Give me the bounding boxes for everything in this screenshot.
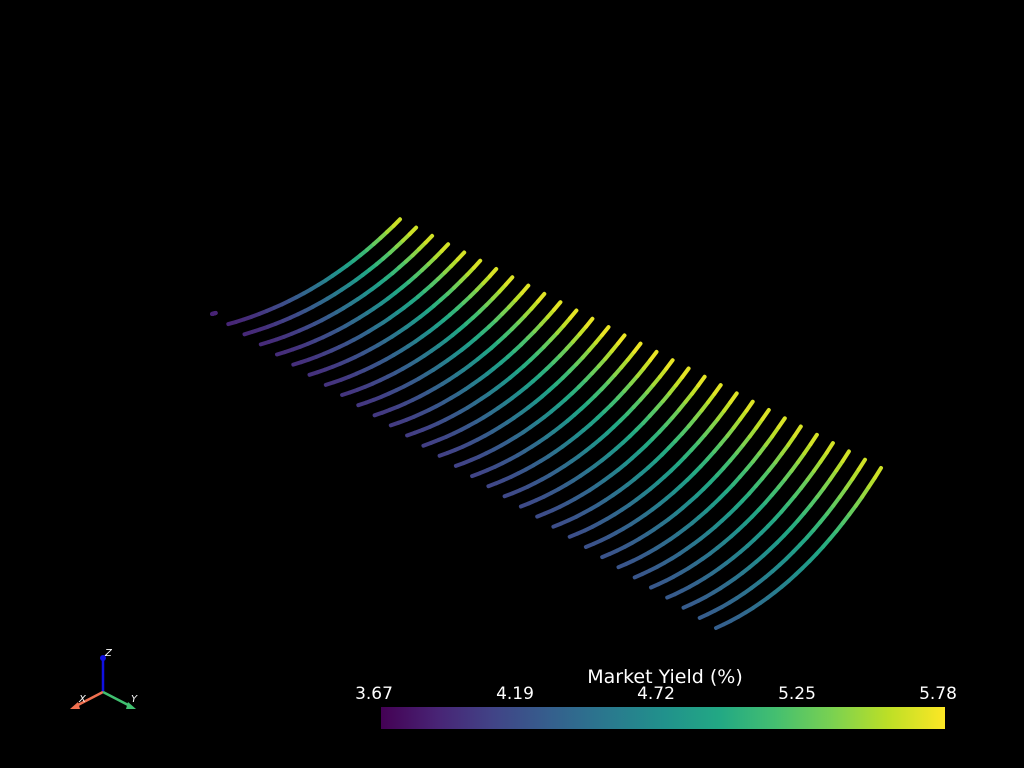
yield-curve-segment [584, 316, 595, 329]
yield-curve-segment [840, 449, 851, 464]
yield-curve-3 [258, 233, 435, 347]
yield-curve-segment [423, 233, 435, 245]
yield-curve-segment [872, 466, 883, 480]
yield-curve-segment [744, 399, 755, 413]
yield-curve-segment [407, 225, 419, 237]
colorbar-tick-0: 3.67 [355, 684, 393, 704]
colorbar-tick-1: 4.19 [496, 684, 534, 704]
yield-curve-segment [648, 349, 659, 363]
y-axis-line [102, 690, 131, 708]
yield-curve-25 [616, 416, 787, 570]
yield-curve-16 [470, 341, 643, 479]
yield-curve-5 [291, 250, 467, 367]
x-axis-line [75, 690, 104, 708]
yield-curve-2 [242, 225, 419, 337]
yield-curve-0 [210, 310, 218, 316]
yield-curve-18 [502, 358, 675, 499]
yield-curve-1 [226, 217, 402, 327]
yield-curve-19 [518, 366, 691, 509]
colorbar-tick-3: 5.25 [778, 684, 816, 704]
colorbar-tick-labels: 3.67 4.19 4.72 5.25 5.78 [350, 684, 980, 706]
yield-curve-segment [792, 424, 803, 438]
yield-curve-15 [453, 333, 627, 468]
scalar-colorbar: Market Yield (%) 3.67 4.19 4.72 5.25 5.78 [350, 664, 980, 734]
colorbar-tick-4: 5.78 [919, 684, 957, 704]
yield-curve-segment [712, 383, 723, 396]
yield-curve-30 [697, 457, 867, 620]
colorbar-title: Market Yield (%) [587, 666, 743, 688]
yield-curve-segment [503, 275, 515, 287]
x-axis-label: X [78, 694, 87, 705]
y-axis-label: Y [131, 694, 138, 705]
yield-curve-segment [696, 374, 707, 388]
yield-curve-segment [760, 408, 771, 421]
yield-curve-26 [632, 424, 803, 580]
yield-curve-segment [552, 300, 563, 312]
yield-curve-segment [519, 283, 531, 295]
colorbar-gradient [381, 707, 945, 729]
yield-curve-13 [421, 316, 595, 448]
yield-curve-14 [437, 325, 611, 458]
yield-curve-6 [307, 258, 483, 377]
yield-curve-21 [551, 383, 723, 529]
yield-curve-segment [455, 250, 467, 262]
colorbar-tick-2: 4.72 [637, 684, 675, 704]
yield-curve-29 [681, 449, 851, 610]
yield-curve-11 [388, 300, 563, 428]
yield-curve-segment [776, 416, 787, 430]
yield-curve-8 [340, 275, 515, 397]
yield-curve-segment [600, 325, 611, 337]
yield-curve-segment [616, 333, 627, 346]
yield-curve-segment [824, 441, 835, 455]
z-axis-tip [100, 655, 106, 661]
yield-curve-10 [372, 291, 547, 418]
yield-curve-27 [649, 432, 819, 590]
yield-curve-17 [486, 349, 659, 489]
yield-curve-segment [487, 267, 499, 279]
yield-curve-segment [632, 341, 643, 354]
yield-curve-20 [535, 374, 707, 519]
y-axis-arrow [126, 702, 136, 709]
yield-curve-segment [439, 242, 451, 253]
colorbar-gradient-rect [381, 707, 945, 729]
yield-curve-22 [567, 391, 739, 539]
yield-curve-segment [856, 457, 867, 472]
yield-curve-24 [600, 408, 771, 560]
yield-curve-9 [356, 283, 531, 408]
x-axis-arrow [70, 702, 80, 709]
yield-curve-segment [680, 366, 691, 379]
yield-curve-28 [665, 441, 835, 600]
yield-curve-23 [583, 399, 755, 549]
yield-curve-segment [728, 391, 739, 405]
yield-curve-segment [535, 291, 547, 304]
yield-curve-12 [405, 308, 579, 438]
yield-curve-7 [323, 267, 499, 387]
yield-curve-segment [471, 258, 483, 270]
yield-curve-segment [664, 358, 675, 371]
yield-curve-segment [808, 432, 819, 447]
yield-curve-4 [275, 242, 451, 357]
yield-curve-segment [391, 217, 402, 228]
z-axis-label: Z [104, 648, 113, 659]
yield-curve-segment [568, 308, 579, 321]
yield-curve-31 [714, 466, 883, 630]
orientation-axes-widget: Z X Y [70, 648, 138, 709]
